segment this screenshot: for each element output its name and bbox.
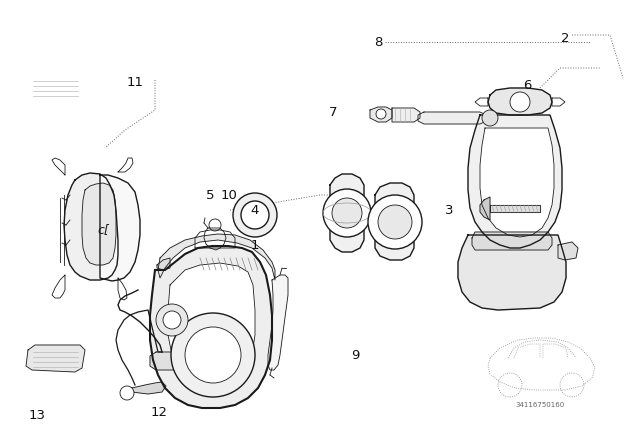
Circle shape: [368, 195, 422, 249]
Polygon shape: [168, 263, 255, 380]
Circle shape: [241, 201, 269, 229]
Circle shape: [171, 313, 255, 397]
Polygon shape: [370, 107, 392, 122]
Text: 5: 5: [205, 189, 214, 202]
Text: 34116750160: 34116750160: [515, 402, 564, 408]
Circle shape: [378, 205, 412, 239]
Text: 9: 9: [351, 349, 359, 362]
Polygon shape: [128, 382, 166, 394]
Circle shape: [323, 189, 371, 237]
Circle shape: [163, 311, 181, 329]
Circle shape: [185, 327, 241, 383]
Polygon shape: [157, 258, 170, 270]
Text: 4: 4: [251, 203, 259, 216]
Text: 12: 12: [150, 405, 168, 418]
Circle shape: [482, 110, 498, 126]
Circle shape: [376, 109, 386, 119]
Text: 11: 11: [127, 76, 143, 89]
Circle shape: [156, 304, 188, 336]
Text: 8: 8: [374, 35, 382, 48]
Polygon shape: [468, 115, 562, 248]
Text: 10: 10: [221, 189, 237, 202]
Polygon shape: [158, 234, 275, 280]
Polygon shape: [458, 235, 566, 310]
Polygon shape: [150, 246, 272, 408]
Text: 7: 7: [329, 105, 337, 119]
Text: 13: 13: [29, 409, 45, 422]
Polygon shape: [26, 345, 85, 372]
Text: 3: 3: [445, 203, 453, 216]
Polygon shape: [418, 112, 490, 124]
Circle shape: [510, 92, 530, 112]
Text: 6: 6: [523, 78, 531, 91]
Polygon shape: [392, 108, 420, 122]
Polygon shape: [375, 183, 414, 260]
Circle shape: [209, 219, 221, 231]
Polygon shape: [82, 183, 116, 265]
Text: 1: 1: [251, 238, 259, 251]
Text: 2: 2: [561, 31, 569, 44]
Text: c[: c[: [97, 224, 109, 237]
Polygon shape: [490, 205, 540, 212]
Polygon shape: [472, 232, 552, 250]
Polygon shape: [268, 275, 288, 370]
Circle shape: [332, 198, 362, 228]
Polygon shape: [330, 174, 364, 252]
Circle shape: [120, 386, 134, 400]
Circle shape: [233, 193, 277, 237]
Polygon shape: [488, 88, 552, 115]
Polygon shape: [64, 173, 118, 280]
Polygon shape: [558, 242, 578, 260]
Polygon shape: [480, 128, 554, 237]
Polygon shape: [480, 197, 490, 220]
Polygon shape: [150, 352, 184, 370]
Polygon shape: [100, 175, 140, 281]
